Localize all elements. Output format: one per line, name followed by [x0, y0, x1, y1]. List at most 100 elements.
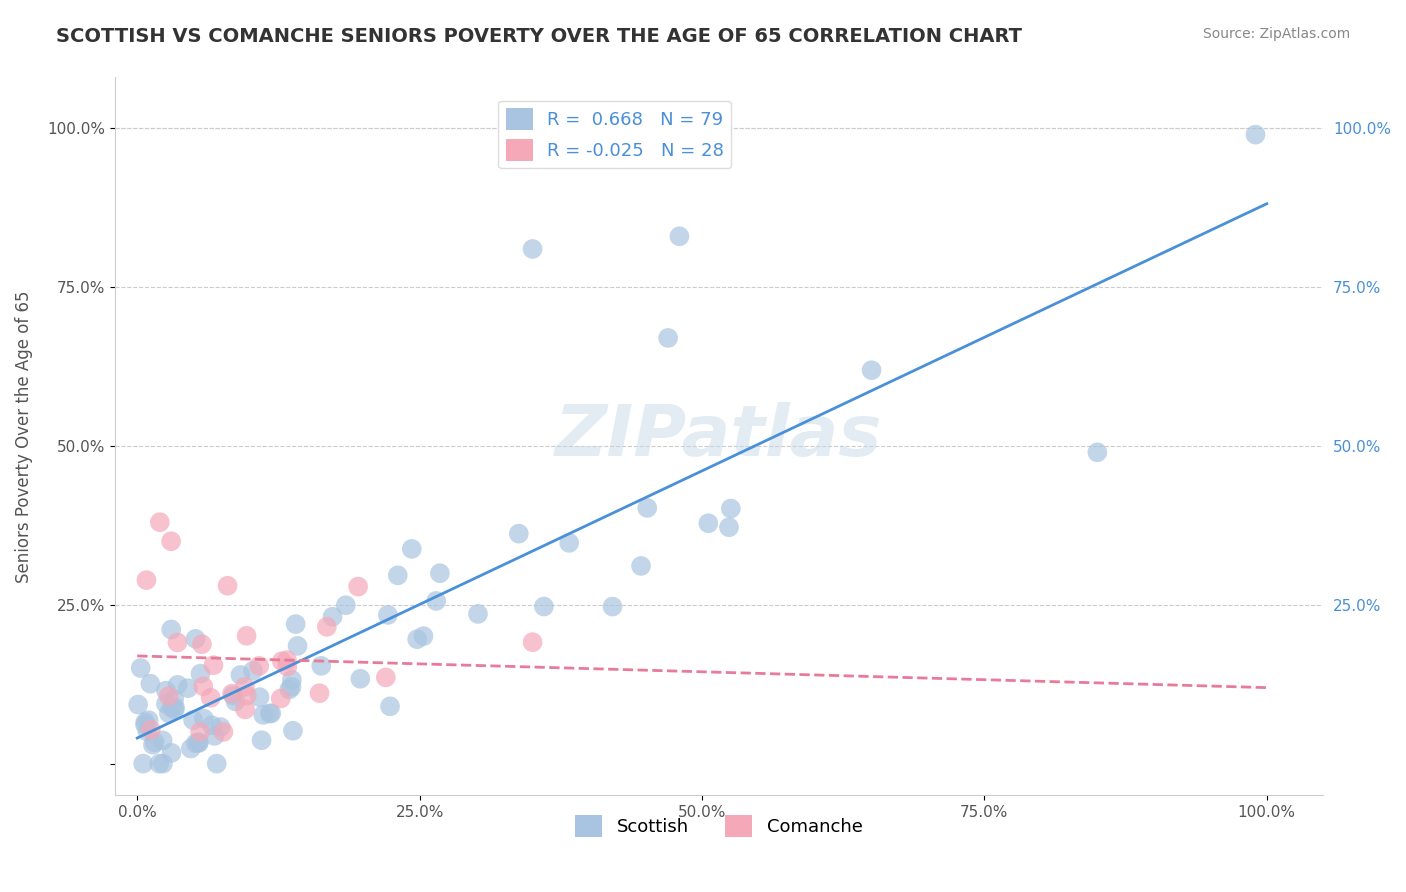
Point	[315, 620, 337, 634]
Point	[139, 676, 162, 690]
Point	[193, 679, 215, 693]
Point	[235, 629, 257, 643]
Point	[349, 672, 371, 686]
Point	[190, 666, 212, 681]
Point	[467, 607, 489, 621]
Point	[155, 697, 177, 711]
Point	[630, 558, 652, 573]
Point	[160, 746, 183, 760]
Point	[602, 599, 624, 614]
Point	[163, 700, 186, 714]
Point	[636, 500, 658, 515]
Point	[224, 694, 246, 708]
Point	[260, 706, 283, 721]
Point	[135, 573, 157, 587]
Point	[187, 735, 209, 749]
Point	[522, 242, 544, 256]
Point	[1085, 445, 1108, 459]
Point	[522, 635, 544, 649]
Point	[335, 599, 357, 613]
Point	[187, 736, 209, 750]
Point	[281, 723, 304, 738]
Point	[152, 756, 174, 771]
Point	[276, 653, 298, 667]
Point	[377, 607, 399, 622]
Point	[374, 670, 396, 684]
Point	[249, 690, 271, 705]
Point	[280, 680, 302, 694]
Point	[181, 713, 204, 727]
Point	[212, 724, 235, 739]
Point	[720, 501, 742, 516]
Point	[233, 680, 256, 694]
Point	[138, 713, 160, 727]
Point	[322, 609, 344, 624]
Point	[160, 534, 183, 549]
Text: ZIPatlas: ZIPatlas	[555, 402, 883, 471]
Point	[163, 692, 186, 706]
Point	[127, 698, 149, 712]
Point	[284, 617, 307, 632]
Point	[184, 632, 207, 646]
Point	[132, 756, 155, 771]
Point	[129, 661, 152, 675]
Point	[508, 526, 530, 541]
Point	[233, 702, 256, 716]
Point	[276, 659, 298, 673]
Point	[406, 632, 429, 647]
Point	[558, 536, 581, 550]
Point	[250, 733, 273, 747]
Point	[149, 515, 172, 529]
Point	[201, 718, 224, 732]
Point	[697, 516, 720, 531]
Point	[412, 629, 434, 643]
Point	[221, 687, 243, 701]
Point	[157, 689, 180, 703]
Point	[252, 707, 274, 722]
Point	[308, 686, 330, 700]
Point	[139, 723, 162, 737]
Point	[425, 594, 447, 608]
Point	[387, 568, 409, 582]
Point	[657, 331, 679, 345]
Point	[177, 681, 200, 695]
Point	[278, 682, 301, 697]
Point	[166, 678, 188, 692]
Point	[193, 712, 215, 726]
Point	[378, 699, 401, 714]
Point	[209, 720, 232, 734]
Legend: Scottish, Comanche: Scottish, Comanche	[568, 807, 870, 844]
Point	[205, 756, 228, 771]
Point	[142, 738, 165, 752]
Point	[160, 700, 183, 714]
Point	[163, 702, 186, 716]
Point	[202, 658, 225, 673]
Point	[152, 733, 174, 747]
Point	[270, 691, 292, 706]
Point	[533, 599, 555, 614]
Point	[217, 579, 239, 593]
Point	[166, 635, 188, 649]
Point	[136, 724, 159, 739]
Point	[191, 637, 214, 651]
Point	[134, 718, 156, 732]
Point	[160, 623, 183, 637]
Point	[281, 673, 304, 687]
Point	[287, 639, 309, 653]
Point	[247, 658, 270, 673]
Point	[222, 689, 245, 703]
Point	[1244, 128, 1267, 142]
Point	[309, 658, 332, 673]
Point	[143, 735, 166, 749]
Point	[184, 736, 207, 750]
Point	[242, 664, 264, 678]
Point	[204, 729, 226, 743]
Y-axis label: Seniors Poverty Over the Age of 65: Seniors Poverty Over the Age of 65	[15, 290, 32, 582]
Point	[860, 363, 883, 377]
Point	[259, 706, 281, 721]
Point	[236, 689, 259, 703]
Point	[718, 520, 741, 534]
Point	[188, 724, 211, 739]
Point	[229, 668, 252, 682]
Point	[134, 715, 156, 730]
